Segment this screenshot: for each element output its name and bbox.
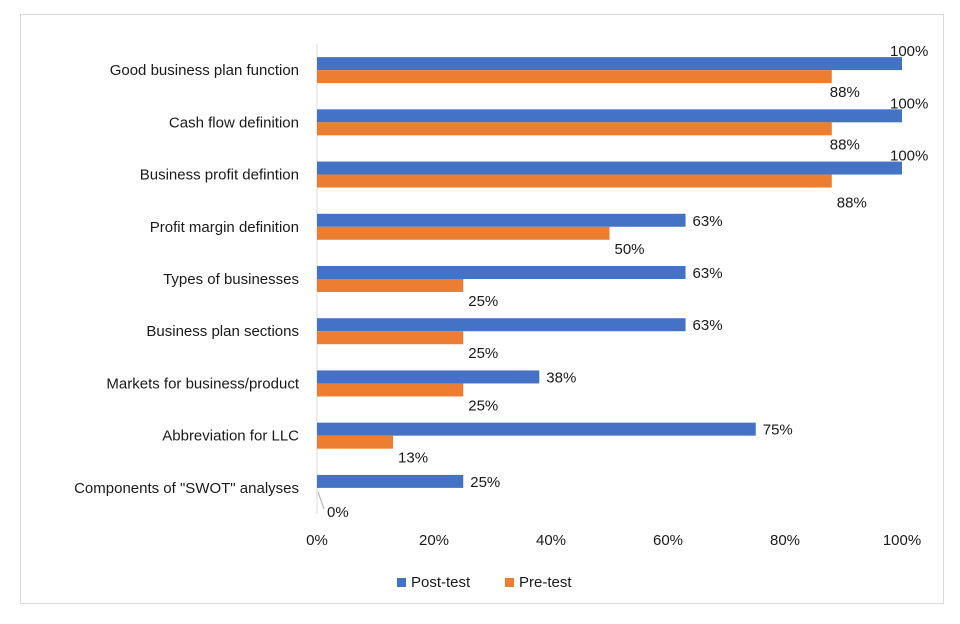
- bar-pre-test: [317, 122, 832, 136]
- category-label: Business profit defintion: [140, 167, 299, 184]
- category-label: Markets for business/product: [106, 375, 299, 392]
- bar-post-test: [317, 474, 464, 488]
- x-tick-label: 100%: [883, 532, 921, 549]
- category-label: Components of "SWOT" analyses: [74, 480, 299, 497]
- bar-post-test: [317, 57, 902, 71]
- data-label: 100%: [890, 148, 928, 165]
- bar-post-test: [317, 213, 686, 227]
- data-label: 13%: [398, 450, 428, 467]
- data-label: 0%: [327, 504, 349, 521]
- category-label: Abbreviation for LLC: [162, 428, 299, 445]
- x-tick-label: 40%: [536, 532, 566, 549]
- x-tick-label: 60%: [653, 532, 683, 549]
- data-label: 63%: [693, 265, 723, 282]
- data-label: 88%: [830, 136, 860, 153]
- data-label: 50%: [615, 241, 645, 258]
- x-tick-label: 80%: [770, 532, 800, 549]
- legend-swatch: [505, 578, 514, 587]
- bar-pre-test: [317, 70, 832, 84]
- data-label: 75%: [763, 422, 793, 439]
- data-label: 25%: [468, 345, 498, 362]
- bar-post-test: [317, 266, 686, 279]
- legend-label: Pre-test: [519, 574, 572, 591]
- category-label: Types of businesses: [163, 271, 299, 288]
- data-label: 25%: [468, 293, 498, 310]
- x-tick-label: 0%: [306, 532, 328, 549]
- x-tick-label: 20%: [419, 532, 449, 549]
- data-label: 25%: [468, 397, 498, 414]
- legend-swatch: [397, 578, 406, 587]
- data-label: 38%: [546, 369, 576, 386]
- category-label: Profit margin definition: [150, 219, 299, 236]
- bar-post-test: [317, 109, 902, 123]
- bar-pre-test: [317, 435, 394, 449]
- legend-label: Post-test: [411, 574, 471, 591]
- bar-post-test: [317, 422, 756, 436]
- bar-pre-test: [317, 383, 464, 397]
- category-label: Cash flow definition: [169, 114, 299, 131]
- bar-post-test: [317, 161, 902, 175]
- data-label: 63%: [693, 317, 723, 334]
- data-label: 100%: [890, 95, 928, 112]
- data-label: 25%: [470, 474, 500, 491]
- category-label: Business plan sections: [146, 323, 299, 340]
- data-label: 88%: [837, 195, 867, 212]
- bar-post-test: [317, 318, 686, 332]
- bar-post-test: [317, 370, 540, 384]
- bar-pre-test: [317, 226, 610, 240]
- data-label: 100%: [890, 43, 928, 60]
- bar-pre-test: [317, 174, 832, 188]
- bar-pre-test: [317, 279, 464, 292]
- data-label: 88%: [830, 84, 860, 101]
- leader-line: [317, 491, 325, 510]
- data-label: 63%: [693, 213, 723, 230]
- category-label: Good business plan function: [110, 62, 299, 79]
- bar-pre-test: [317, 331, 464, 345]
